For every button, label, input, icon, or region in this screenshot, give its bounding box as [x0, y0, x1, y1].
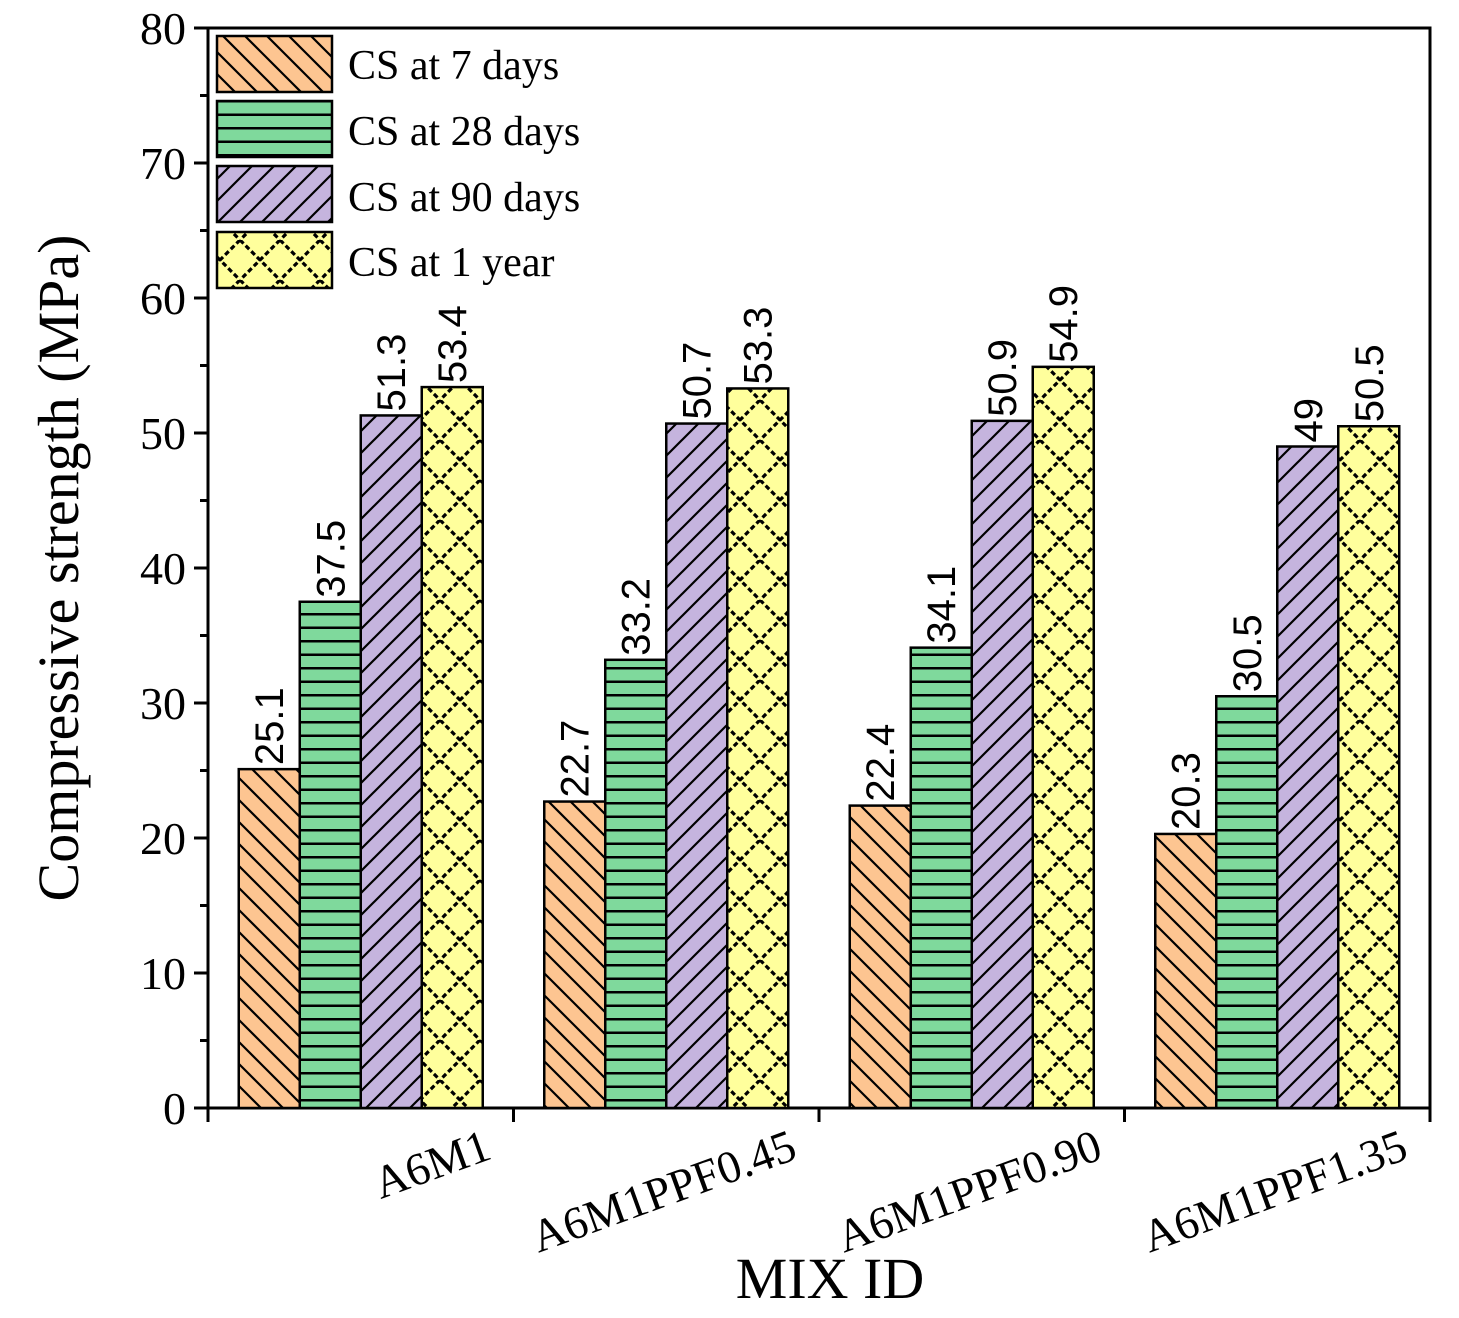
x-axis-title: MIX ID: [736, 1246, 924, 1311]
bar-a6m1ppf0-90-series-0: [848, 804, 912, 1110]
y-tick-label: 10: [140, 948, 186, 999]
bar-a6m1ppf0-90-series-3: [1031, 365, 1095, 1110]
bar-a6m1ppf0-45-series-1: [604, 658, 668, 1110]
y-axis-title: Compressive strength (MPa): [26, 235, 91, 902]
y-axis-ticks: 0 10 20 30 40 50 60 70 80: [140, 3, 208, 1134]
y-tick-label: 50: [140, 408, 186, 459]
y-tick-label: 20: [140, 813, 186, 864]
legend: CS at 7 days CS at 28 days CS at 90 days…: [215, 34, 580, 290]
data-label: 22.4: [859, 724, 903, 802]
legend-swatch-90-days: [215, 164, 334, 224]
data-label: 22.7: [554, 720, 598, 798]
bar-a6m1ppf1-35-series-3: [1337, 425, 1401, 1110]
bar-a6m1ppf1-35-series-0: [1154, 832, 1218, 1110]
legend-label-7-days: CS at 7 days: [348, 43, 559, 89]
legend-label-1-year: CS at 1 year: [348, 240, 554, 286]
x-category-label: A6M1PPF0.90: [830, 1119, 1108, 1262]
legend-swatch-28-days: [215, 99, 334, 159]
x-category-label: A6M1PPF0.45: [524, 1119, 802, 1262]
legend-label-90-days: CS at 90 days: [348, 175, 580, 221]
data-label: 37.5: [309, 520, 353, 598]
legend-swatch-1-year: [215, 230, 334, 290]
bar-a6m1-series-0: [237, 767, 301, 1110]
bar-a6m1ppf0-90-series-2: [970, 419, 1034, 1110]
data-label: 30.5: [1226, 614, 1270, 692]
y-tick-label: 60: [140, 273, 186, 324]
data-label: 54.9: [1042, 285, 1086, 363]
y-tick-label: 0: [163, 1083, 186, 1134]
x-axis-ticks: A6M1 A6M1PPF0.45 A6M1PPF0.90 A6M1PPF1.35: [206, 1108, 1432, 1262]
data-label: 34.1: [920, 566, 964, 644]
legend-swatch-7-days: [215, 34, 334, 94]
legend-label-28-days: CS at 28 days: [348, 109, 580, 155]
bar-a6m1ppf0-45-series-0: [543, 800, 607, 1110]
y-tick-label: 40: [140, 543, 186, 594]
data-label: 53.3: [737, 307, 781, 385]
data-label: 50.7: [676, 342, 720, 420]
x-category-label: A6M1: [367, 1119, 497, 1208]
bars: [237, 365, 1401, 1110]
bar-a6m1ppf0-45-series-2: [665, 422, 729, 1110]
x-category-label: A6M1PPF1.35: [1135, 1119, 1413, 1262]
data-label: 33.2: [615, 578, 659, 656]
data-labels: 25.1 37.5 51.3 53.4 22.7 33.2 50.7 53.3 22.4 34.1…: [248, 285, 1392, 830]
y-tick-label: 70: [140, 138, 186, 189]
bar-a6m1ppf1-35-series-2: [1276, 445, 1340, 1110]
y-tick-label: 30: [140, 678, 186, 729]
bar-a6m1ppf0-45-series-3: [726, 387, 790, 1110]
data-label: 25.1: [248, 687, 292, 765]
data-label: 51.3: [370, 334, 414, 412]
data-label: 49: [1287, 398, 1331, 443]
y-tick-label: 80: [140, 3, 186, 54]
bar-a6m1ppf1-35-series-1: [1215, 695, 1279, 1110]
bar-a6m1-series-2: [359, 414, 423, 1110]
bar-a6m1-series-1: [298, 600, 362, 1110]
data-label: 50.9: [981, 339, 1025, 417]
bar-a6m1ppf0-90-series-1: [909, 646, 973, 1110]
data-label: 20.3: [1165, 752, 1209, 830]
data-label: 50.5: [1348, 344, 1392, 422]
data-label: 53.4: [431, 305, 475, 383]
bar-a6m1-series-3: [420, 385, 484, 1110]
